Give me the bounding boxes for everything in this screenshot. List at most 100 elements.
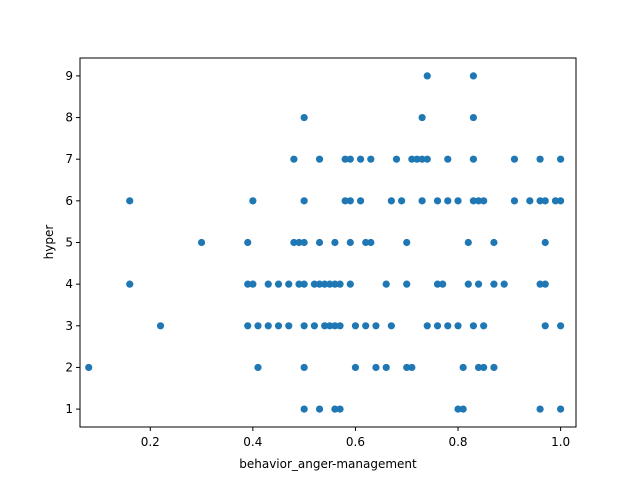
scatter-point xyxy=(418,155,426,163)
scatter-point xyxy=(510,155,519,163)
scatter-point xyxy=(444,155,452,163)
scatter-point xyxy=(321,280,329,288)
scatter-point xyxy=(244,280,252,288)
scatter-point xyxy=(480,197,488,205)
scatter-point xyxy=(285,280,293,288)
x-axis-label: behavior_anger-management xyxy=(239,457,417,471)
scatter-point xyxy=(367,238,375,247)
scatter-point xyxy=(315,405,324,413)
scatter-point xyxy=(336,280,344,288)
scatter-point xyxy=(274,280,283,288)
scatter-point xyxy=(536,197,544,205)
scatter-point xyxy=(469,72,478,80)
scatter-point xyxy=(336,405,344,413)
y-tick-label: 6 xyxy=(65,194,73,208)
scatter-point xyxy=(510,197,519,205)
scatter-point xyxy=(126,280,134,288)
scatter-point xyxy=(382,280,390,288)
scatter-point xyxy=(480,363,488,372)
y-tick-label: 7 xyxy=(65,152,73,166)
scatter-point xyxy=(444,322,452,330)
y-axis: 1 2 3 4 5 6 7 8 9 xyxy=(65,69,80,416)
scatter-point xyxy=(413,155,421,163)
scatter-point xyxy=(500,280,508,288)
scatter-point xyxy=(433,280,442,288)
scatter-point xyxy=(264,280,272,288)
x-axis: 0.2 0.4 0.6 0.8 1.0 xyxy=(141,427,570,449)
scatter-point xyxy=(490,363,498,372)
y-tick-label: 9 xyxy=(65,69,73,83)
x-tick-label: 0.6 xyxy=(346,435,365,449)
scatter-point xyxy=(315,280,324,288)
scatter-point xyxy=(310,322,319,330)
y-tick-label: 1 xyxy=(65,402,73,416)
scatter-point xyxy=(541,280,549,288)
scatter-point xyxy=(387,197,395,205)
scatter-point xyxy=(454,405,462,413)
scatter-point xyxy=(315,155,324,163)
scatter-point xyxy=(439,280,447,288)
scatter-point xyxy=(536,155,544,163)
scatter-point xyxy=(387,322,395,330)
y-tick-label: 5 xyxy=(65,236,73,250)
scatter-point xyxy=(557,322,565,330)
scatter-point xyxy=(469,322,478,330)
scatter-point xyxy=(423,322,431,330)
scatter-point xyxy=(249,197,257,205)
scatter-point xyxy=(469,197,478,205)
scatter-point xyxy=(536,405,544,413)
x-tick-label: 0.4 xyxy=(243,435,262,449)
scatter-point xyxy=(346,238,354,247)
scatter-point xyxy=(295,280,303,288)
scatter-point xyxy=(474,280,483,288)
scatter-point xyxy=(295,238,303,247)
scatter-point xyxy=(346,155,354,163)
scatter-point xyxy=(126,197,134,205)
scatter-point xyxy=(331,280,339,288)
scatter-point xyxy=(480,322,488,330)
scatter-point xyxy=(464,280,472,288)
scatter-point xyxy=(490,238,498,247)
scatter-point xyxy=(356,197,365,205)
scatter-point xyxy=(254,322,262,330)
scatter-point xyxy=(418,197,426,205)
scatter-point xyxy=(300,405,308,413)
scatter-point xyxy=(459,363,467,372)
scatter-point xyxy=(526,197,534,205)
scatter-point xyxy=(85,363,93,372)
scatter-point xyxy=(315,238,324,247)
x-tick-label: 0.2 xyxy=(141,435,160,449)
scatter-point xyxy=(336,322,344,330)
scatter-point xyxy=(557,405,565,413)
scatter-point xyxy=(372,322,380,330)
scatter-point xyxy=(249,280,257,288)
scatter-point xyxy=(300,363,308,372)
scatter-point xyxy=(244,322,252,330)
scatter-point xyxy=(197,238,206,247)
scatter-point xyxy=(254,363,262,372)
scatter-point xyxy=(469,155,478,163)
scatter-point xyxy=(418,113,426,122)
scatter-point xyxy=(408,363,416,372)
scatter-point xyxy=(346,197,354,205)
y-tick-label: 4 xyxy=(65,277,73,291)
scatter-point xyxy=(264,322,272,330)
scatter-point xyxy=(474,363,483,372)
scatter-point xyxy=(557,197,565,205)
scatter-point xyxy=(403,363,411,372)
scatter-point xyxy=(300,322,308,330)
scatter-point xyxy=(372,363,380,372)
scatter-point xyxy=(290,155,298,163)
scatter-point xyxy=(454,322,462,330)
scatter-point xyxy=(392,155,401,163)
y-tick-label: 8 xyxy=(65,111,73,125)
scatter-point xyxy=(403,280,411,288)
scatter-point xyxy=(331,238,339,247)
scatter-point xyxy=(300,280,308,288)
scatter-point xyxy=(464,238,472,247)
scatter-point xyxy=(300,113,308,122)
scatter-point xyxy=(300,238,308,247)
x-tick-label: 1.0 xyxy=(551,435,570,449)
scatter-point xyxy=(551,197,560,205)
